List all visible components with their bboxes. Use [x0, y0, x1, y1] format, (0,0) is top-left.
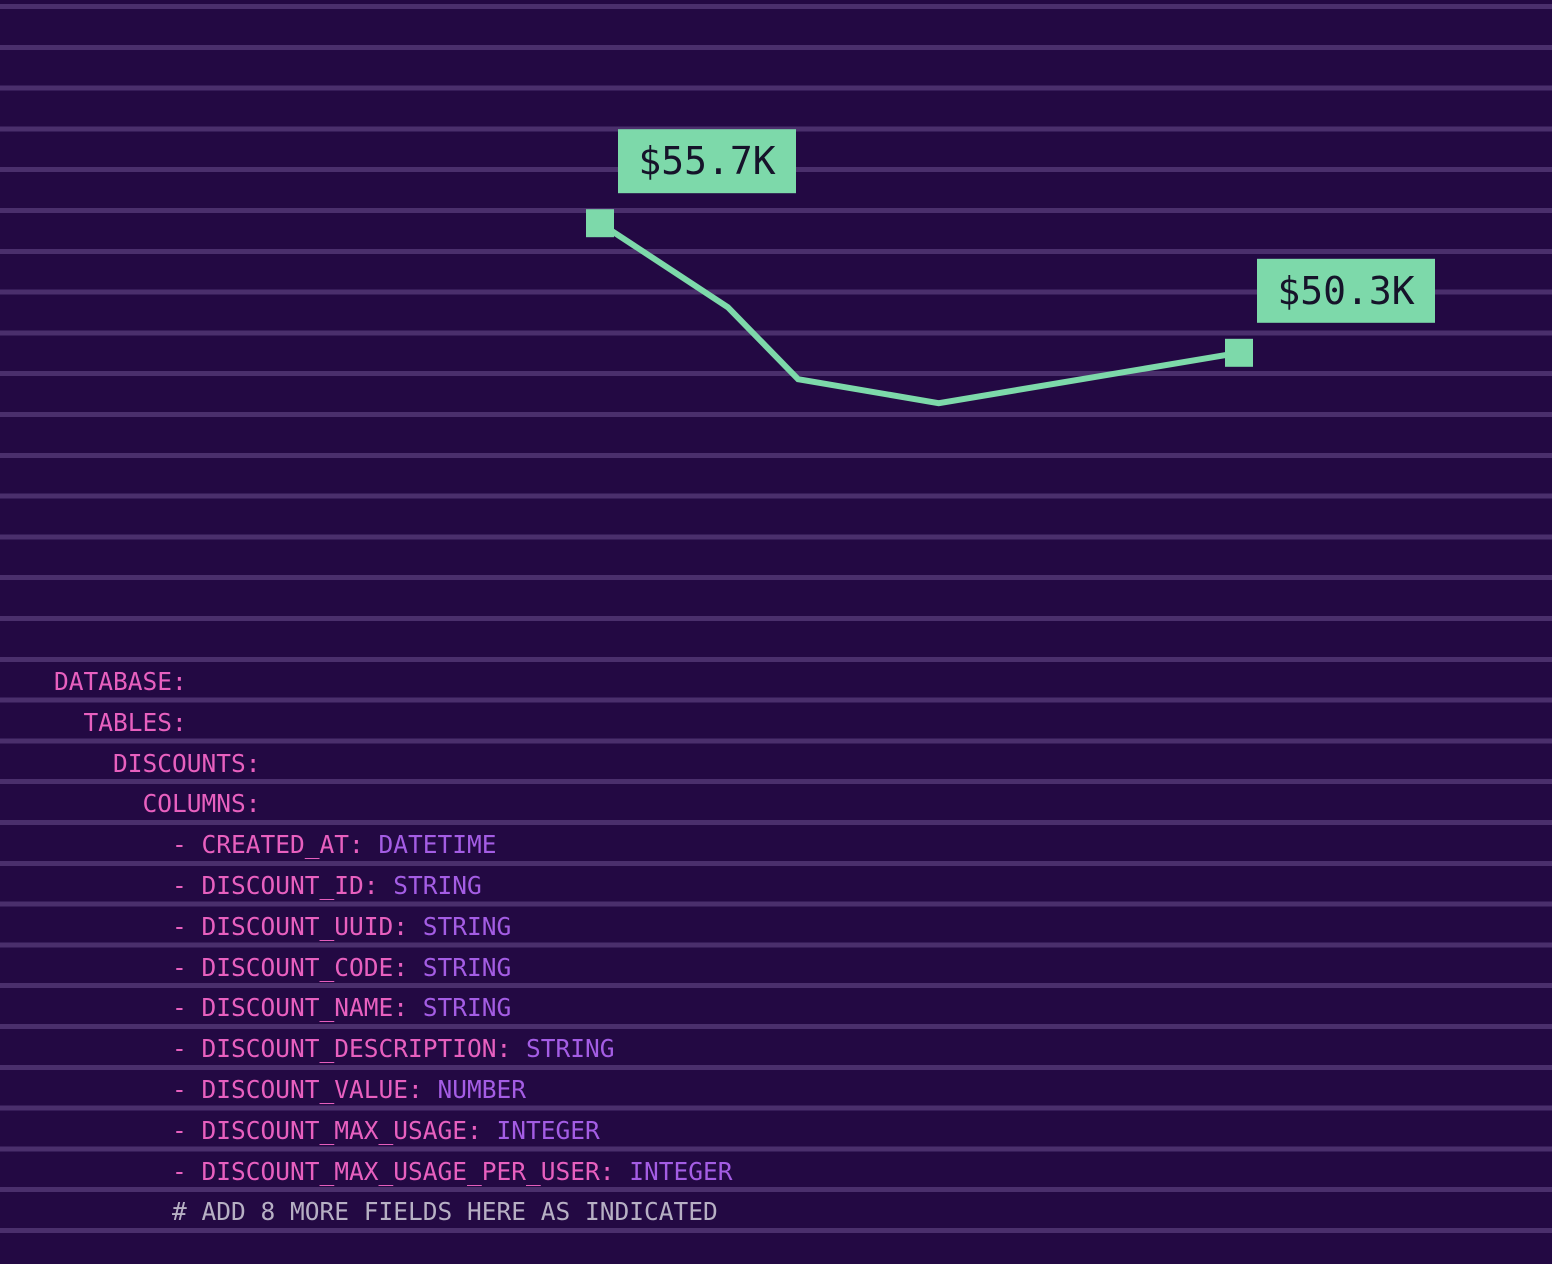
schema-line: - DISCOUNT_CODE: STRING: [54, 948, 733, 989]
schema-comment: # ADD 8 MORE FIELDS HERE AS INDICATED: [172, 1197, 718, 1227]
schema-indent: [54, 871, 172, 900]
schema-type: STRING: [526, 1034, 615, 1064]
schema-indent: [54, 749, 113, 778]
schema-indent: [54, 1034, 172, 1063]
schema-indent: [54, 1157, 172, 1186]
schema-key: - DISCOUNT_CODE:: [172, 952, 409, 982]
schema-key: COLUMNS:: [142, 789, 261, 819]
schema-type: STRING: [422, 952, 512, 982]
schema-line: - DISCOUNT_ID: STRING: [54, 866, 733, 907]
data-points: [586, 209, 1253, 367]
schema-type: DATETIME: [378, 830, 497, 860]
schema-indent: [54, 1075, 172, 1104]
line-chart: $55.7K $50.3K: [586, 129, 1435, 407]
schema-line: DISCOUNTS:: [54, 744, 733, 785]
schema-type: STRING: [422, 993, 512, 1023]
schema-type: STRING: [393, 870, 482, 900]
schema-type: STRING: [422, 911, 512, 941]
schema-indent: [54, 789, 143, 818]
schema-line: - DISCOUNT_NAME: STRING: [54, 988, 733, 1029]
schema-indent: [54, 1116, 172, 1145]
schema-line: - DISCOUNT_VALUE: NUMBER: [54, 1070, 733, 1111]
schema-type: NUMBER: [437, 1074, 527, 1104]
data-label: $50.3K: [1257, 258, 1435, 323]
schema-key: TABLES:: [83, 707, 187, 737]
schema-indent: [54, 993, 172, 1022]
data-label-box: [618, 129, 796, 194]
schema-key: - DISCOUNT_VALUE:: [172, 1074, 423, 1104]
data-point: [586, 209, 614, 238]
data-label: $55.7K: [618, 129, 796, 194]
schema-line: - DISCOUNT_MAX_USAGE: INTEGER: [54, 1111, 733, 1152]
schema-type: INTEGER: [629, 1156, 733, 1186]
schema-line: - CREATED_AT: DATETIME: [54, 825, 733, 866]
data-label-text: $50.3K: [1277, 269, 1414, 313]
schema-line: - DISCOUNT_UUID: STRING: [54, 907, 733, 948]
schema-indent: [54, 953, 172, 982]
schema-key: - DISCOUNT_MAX_USAGE_PER_USER:: [172, 1156, 615, 1186]
data-label-box: [1257, 258, 1435, 323]
schema-code-block: DATABASE: TABLES: DISCOUNTS: COLUMNS: - …: [54, 662, 733, 1233]
data-labels: $55.7K $50.3K: [618, 129, 1435, 323]
data-point: [1225, 338, 1253, 367]
schema-line: - DISCOUNT_DESCRIPTION: STRING: [54, 1029, 733, 1070]
schema-comment-line: # ADD 8 MORE FIELDS HERE AS INDICATED: [54, 1192, 733, 1233]
schema-indent: [54, 830, 172, 859]
schema-line: TABLES:: [54, 703, 733, 744]
schema-key: - DISCOUNT_DESCRIPTION:: [172, 1034, 512, 1064]
data-label-text: $55.7K: [638, 139, 775, 183]
schema-key: - DISCOUNT_UUID:: [172, 911, 409, 941]
schema-key: - DISCOUNT_MAX_USAGE:: [172, 1115, 482, 1145]
schema-key: - CREATED_AT:: [172, 830, 364, 860]
schema-key: DISCOUNTS:: [113, 748, 261, 778]
schema-key: - DISCOUNT_NAME:: [172, 993, 409, 1023]
schema-line: COLUMNS:: [54, 784, 733, 825]
schema-key: DATABASE:: [54, 667, 187, 696]
schema-indent: [54, 912, 172, 941]
schema-line: DATABASE:: [54, 662, 733, 703]
schema-key: - DISCOUNT_ID:: [172, 870, 379, 900]
schema-line: - DISCOUNT_MAX_USAGE_PER_USER: INTEGER: [54, 1152, 733, 1193]
schema-indent: [54, 708, 84, 737]
schema-type: INTEGER: [496, 1115, 600, 1145]
series-line: [598, 220, 1240, 407]
